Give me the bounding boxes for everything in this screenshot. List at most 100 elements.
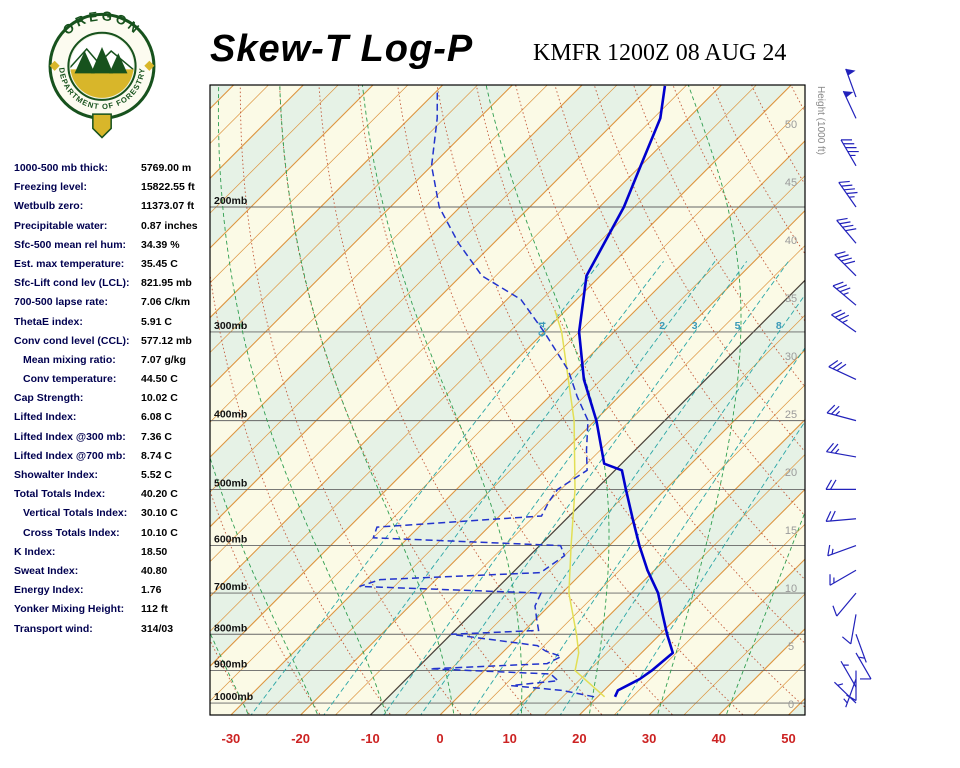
wetbulb-curve	[554, 310, 606, 698]
stat-row: Total Totals Index: 40.20 C	[14, 488, 214, 507]
stat-value: 314/03	[141, 622, 174, 635]
station-label: KMFR 1200Z 08 AUG 24	[533, 40, 787, 66]
pressure-label: 600mb	[214, 534, 247, 546]
stat-row: K Index: 18.50	[14, 546, 214, 565]
temp-tick-label: 40	[712, 731, 726, 746]
mixing-ratio-label: 3	[692, 320, 698, 332]
stat-label: Yonker Mixing Height:	[14, 603, 125, 616]
stat-row: Cap Strength: 10.02 C	[14, 392, 214, 411]
stat-row: Conv temperature: 44.50 C	[14, 373, 214, 392]
stat-label: Wetbulb zero:	[14, 200, 84, 213]
pressure-label: 300mb	[214, 320, 247, 332]
stat-value: 112 ft	[141, 603, 168, 616]
stat-row: Precipitable water: 0.87 inches	[14, 220, 214, 239]
tree-icon	[90, 46, 114, 74]
pressure-label: 1000mb	[214, 691, 253, 703]
mixing-ratio-label: 8	[776, 320, 782, 332]
stat-label: Mean mixing ratio:	[23, 353, 116, 366]
temperature-curve	[577, 85, 675, 698]
temp-tick-label: 20	[572, 731, 586, 746]
temp-tick-label: 0	[436, 731, 443, 746]
height-tick-label: 30	[785, 351, 797, 363]
stat-label: K Index:	[14, 545, 56, 558]
logo-diamond-right	[144, 60, 155, 71]
stat-row: 1000-500 mb thick: 5769.00 m	[14, 162, 214, 181]
height-tick-label: 5	[788, 641, 794, 653]
odf-logo: OREGON DEPARTMENT OF FORESTRY	[48, 8, 156, 139]
tree-icon	[109, 53, 128, 74]
stat-value: 5769.00 m	[141, 162, 192, 174]
stat-label: Conv cond level (CCL):	[14, 334, 130, 347]
stat-value: 18.50	[141, 545, 168, 558]
logo-shield-icon	[92, 113, 112, 139]
stat-label: Energy Index:	[14, 584, 84, 597]
pressure-label: 200mb	[214, 195, 247, 207]
stat-label: Vertical Totals Index:	[23, 507, 128, 520]
stat-value: 5.52 C	[141, 469, 172, 481]
pressure-label: 500mb	[214, 477, 247, 489]
stat-value: 10.02 C	[141, 392, 178, 405]
temp-tick-label: -20	[291, 731, 310, 746]
mixing-ratio-label: 5	[735, 320, 741, 332]
stat-label: Sweat Index:	[14, 564, 79, 577]
chart-border	[209, 84, 806, 716]
height-tick-label: 0	[788, 699, 794, 711]
stat-row: Lifted Index @700 mb: 8.74 C	[14, 450, 214, 469]
temp-tick-label: -30	[222, 731, 241, 746]
stat-row: Wetbulb zero: 11373.07 ft	[14, 200, 214, 219]
highlight-isotherm	[369, 279, 805, 715]
stat-value: 7.07 g/kg	[141, 353, 186, 366]
stat-label: Freezing level:	[14, 181, 87, 194]
height-tick-label: 35	[785, 293, 797, 305]
height-tick-label: 20	[785, 467, 797, 479]
stat-label: Lifted Index:	[14, 411, 77, 424]
stat-row: 700-500 lapse rate: 7.06 C/km	[14, 296, 214, 315]
stat-row: Sweat Index: 40.80	[14, 565, 214, 584]
height-axis-title: Height (1000 ft)	[815, 86, 826, 155]
height-tick-label: 40	[785, 235, 797, 247]
stat-value: 35.45 C	[141, 257, 178, 270]
stat-label: Cross Totals Index:	[23, 526, 120, 539]
stat-value: 44.50 C	[141, 373, 178, 386]
stat-label: 1000-500 mb thick:	[14, 162, 108, 174]
temp-tick-label: -10	[361, 731, 380, 746]
height-tick-label: 15	[785, 525, 797, 537]
pressure-label: 700mb	[214, 581, 247, 593]
stat-value: 30.10 C	[141, 507, 178, 520]
stat-value: 0.87 inches	[141, 219, 198, 232]
logo-diamond-left	[49, 60, 60, 71]
stats-panel: 1000-500 mb thick: 5769.00 m Freezing leve…	[14, 162, 214, 642]
stat-label: Sfc-Lift cond lev (LCL):	[14, 277, 130, 290]
stat-label: Transport wind:	[14, 622, 93, 635]
temp-tick-label: 30	[642, 731, 656, 746]
stat-label: Total Totals Index:	[14, 488, 106, 501]
mixing-ratio-label: 2	[659, 320, 665, 332]
height-tick-label: 50	[785, 119, 797, 131]
stat-value: 577.12 mb	[141, 334, 192, 347]
stat-label: Lifted Index @300 mb:	[14, 430, 126, 443]
stat-row: Sfc-500 mean rel hum: 34.39 %	[14, 239, 214, 258]
tree-icon	[74, 51, 95, 74]
plot-area: 0.4 2 3 5 8	[210, 85, 805, 715]
stat-row: Cross Totals Index: 10.10 C	[14, 527, 214, 546]
stat-label: Showalter Index:	[14, 469, 99, 481]
stat-label: Cap Strength:	[14, 392, 84, 405]
stat-row: Transport wind: 314/03	[14, 623, 214, 642]
stat-row: Yonker Mixing Height: 112 ft	[14, 603, 214, 622]
stat-value: 40.80	[141, 564, 168, 577]
stat-value: 34.39 %	[141, 238, 180, 251]
stat-value: 821.95 mb	[141, 277, 192, 290]
stat-row: Freezing level: 15822.55 ft	[14, 181, 214, 200]
stat-value: 8.74 C	[141, 449, 172, 462]
stat-value: 5.91 C	[141, 315, 172, 328]
stat-value: 11373.07 ft	[141, 200, 195, 213]
stat-value: 15822.55 ft	[141, 181, 195, 194]
stat-value: 7.06 C/km	[141, 296, 191, 309]
wind-barbs	[825, 68, 872, 708]
stat-row: Lifted Index @300 mb: 7.36 C	[14, 431, 214, 450]
temp-tick-label: 10	[502, 731, 516, 746]
stat-label: Sfc-500 mean rel hum:	[14, 238, 127, 251]
dewpoint-curve	[359, 90, 595, 698]
